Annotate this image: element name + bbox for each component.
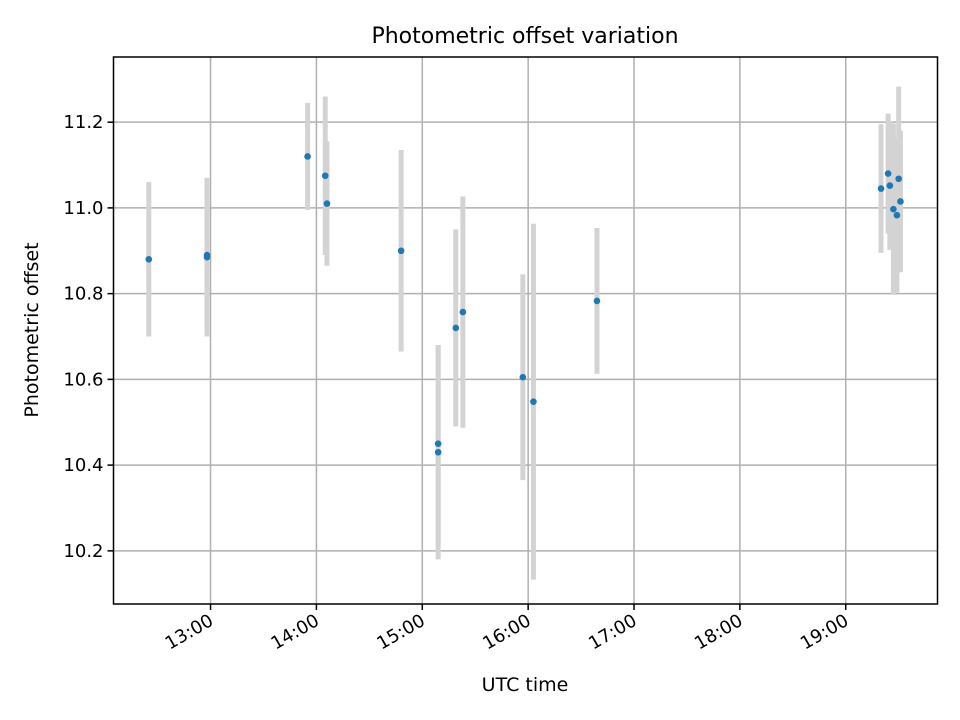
data-point bbox=[321, 172, 329, 180]
grid bbox=[113, 57, 938, 604]
y-tick-label: 10.8 bbox=[63, 284, 103, 305]
y-tick-label: 10.6 bbox=[63, 369, 103, 390]
data-point bbox=[304, 153, 311, 160]
y-tick-label: 10.4 bbox=[63, 455, 103, 476]
data-point bbox=[519, 373, 527, 381]
data-point bbox=[895, 175, 902, 183]
data-point bbox=[893, 211, 901, 219]
y-tick-label: 11.2 bbox=[63, 112, 103, 133]
error-bars bbox=[146, 86, 903, 580]
data-point bbox=[897, 198, 904, 205]
x-tick-label: 14:00 bbox=[267, 610, 322, 654]
data-point bbox=[877, 185, 885, 192]
data-point bbox=[530, 398, 537, 405]
x-tick-label: 17:00 bbox=[585, 610, 640, 654]
data-points bbox=[145, 153, 904, 456]
data-point bbox=[145, 256, 153, 263]
plot-frame bbox=[112, 56, 939, 605]
data-point bbox=[459, 308, 467, 316]
x-tick-label: 13:00 bbox=[162, 610, 217, 654]
data-point bbox=[434, 440, 442, 447]
data-point bbox=[452, 324, 460, 332]
x-tick-label: 18:00 bbox=[691, 610, 746, 654]
chart-title: Photometric offset variation bbox=[371, 24, 678, 49]
x-tick-label: 19:00 bbox=[797, 610, 852, 654]
x-tick-label: 16:00 bbox=[479, 610, 534, 654]
x-axis: 13:00 14:00 15:00 16:00 17:00 18:00 19:00 bbox=[162, 604, 852, 654]
data-point bbox=[593, 297, 601, 305]
y-axis-label: Photometric offset bbox=[21, 242, 43, 417]
data-point bbox=[884, 170, 892, 177]
data-point bbox=[434, 448, 442, 456]
data-point bbox=[886, 182, 894, 189]
data-point bbox=[890, 205, 897, 213]
x-axis-label: UTC time bbox=[482, 674, 569, 696]
data-point bbox=[397, 247, 405, 255]
y-axis: 10.2 10.4 10.6 10.8 11.0 11.2 bbox=[63, 112, 114, 562]
y-tick-label: 11.0 bbox=[63, 198, 103, 219]
data-point bbox=[323, 200, 331, 207]
x-tick-label: 15:00 bbox=[373, 610, 428, 654]
y-tick-label: 10.2 bbox=[63, 541, 103, 562]
data-point bbox=[203, 253, 211, 261]
